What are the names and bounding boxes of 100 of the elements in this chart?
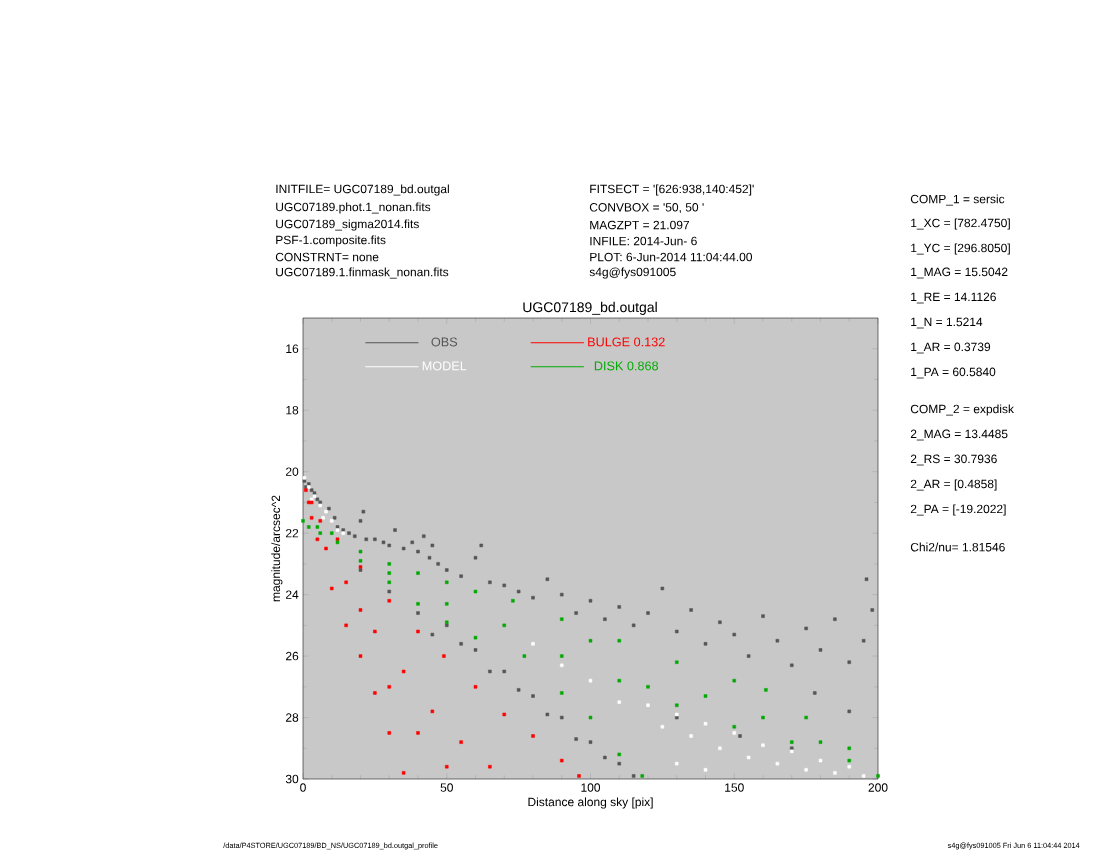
y-axis-title: magnitude/arcsec^2 (271, 495, 283, 602)
text: 1_XC = [782.4750] (911, 218, 1010, 230)
x-tick-label: 100 (581, 783, 601, 792)
point (488, 764, 492, 769)
y-tick-label: 16 (286, 344, 299, 353)
point (588, 678, 593, 683)
point (387, 571, 391, 575)
text: 2_RS = 30.7936 (910, 454, 997, 466)
point (344, 623, 348, 628)
point (387, 580, 391, 585)
point (560, 691, 564, 695)
text: UGC07189.phot.1_nonan.fits (276, 202, 431, 214)
point (324, 546, 328, 551)
point (330, 531, 334, 535)
point (358, 549, 363, 554)
point (617, 678, 621, 683)
text: INFILE: 2014-Jun- 6 (590, 236, 697, 246)
point (732, 678, 736, 683)
text: UGC07189.1.finmask_nonan.fits (276, 267, 449, 279)
y-tick-label: 30 (285, 774, 299, 784)
point (847, 758, 851, 763)
y-tick-label: 22 (285, 528, 299, 538)
y-tick-label: 18 (286, 405, 299, 415)
text: 1_YC = [296.8050] (911, 243, 1010, 255)
point (531, 642, 535, 646)
point (804, 715, 808, 720)
legend-label: OBS (431, 337, 458, 347)
point (560, 663, 564, 668)
point (560, 617, 564, 621)
point (790, 749, 794, 754)
text: COMP_2 = expdisk (910, 404, 1014, 416)
point (358, 559, 363, 563)
point (430, 709, 435, 714)
point (703, 768, 708, 772)
point (442, 654, 446, 658)
point (847, 764, 851, 769)
text: MAGZPT = 21.097 (590, 220, 690, 230)
point (473, 635, 478, 640)
point (401, 771, 406, 775)
point (617, 752, 621, 757)
x-tick-label: 200 (868, 783, 888, 792)
point (330, 586, 334, 591)
x-tick-label: 0 (300, 783, 306, 792)
text: PSF-1.composite.fits (276, 235, 386, 247)
text: 2_AR = [0.4858] (910, 479, 997, 491)
text: COMP_1 = sersic (910, 194, 1005, 206)
point (373, 691, 377, 695)
point (675, 660, 679, 664)
point (675, 761, 679, 766)
point (531, 734, 535, 738)
legend-label: BULGE 0.132 (588, 337, 665, 347)
point (522, 654, 527, 658)
y-tick-label: 20 (285, 467, 299, 476)
point (445, 602, 449, 606)
text: 2_PA = [-19.2022] (910, 504, 1006, 516)
point (718, 746, 722, 751)
point (818, 758, 823, 763)
point (502, 712, 506, 717)
text: 1_AR = 0.3739 (911, 342, 991, 354)
point (675, 703, 679, 707)
point (640, 774, 644, 778)
point (764, 688, 768, 692)
point (732, 731, 736, 735)
point (445, 580, 449, 585)
point (732, 725, 736, 729)
y-tick-label: 28 (285, 713, 299, 722)
point (318, 531, 322, 535)
point (387, 562, 391, 566)
x-axis-title: Distance along sky [pix] (528, 797, 653, 809)
text: FITSECT = '[626:938,140:452]' (590, 184, 754, 196)
point (416, 731, 420, 735)
point (761, 715, 765, 720)
point (301, 519, 305, 523)
point (833, 771, 837, 775)
text: PLOT: 6-Jun-2014 11:04:44.00 (590, 252, 753, 262)
point (560, 654, 564, 658)
point (577, 774, 581, 778)
text: s4g@fys091005 (589, 267, 676, 279)
point (416, 629, 420, 634)
point (344, 580, 348, 585)
point (746, 755, 751, 760)
point (876, 774, 880, 778)
point (387, 731, 391, 735)
point (401, 669, 406, 674)
point (588, 638, 593, 643)
point (703, 721, 708, 726)
x-tick-label: 150 (725, 783, 744, 792)
point (588, 715, 593, 720)
point (790, 740, 794, 744)
point (309, 516, 314, 520)
point (459, 740, 463, 744)
point (646, 685, 650, 689)
point (847, 746, 851, 751)
point (660, 725, 665, 729)
y-tick-label: 24 (285, 590, 299, 599)
text: CONVBOX = '50, 50 ' (589, 203, 704, 213)
x-tick-label: 50 (440, 783, 453, 792)
text: Chi2/nu= 1.81546 (910, 542, 1005, 552)
point (473, 589, 478, 594)
point (358, 654, 363, 658)
